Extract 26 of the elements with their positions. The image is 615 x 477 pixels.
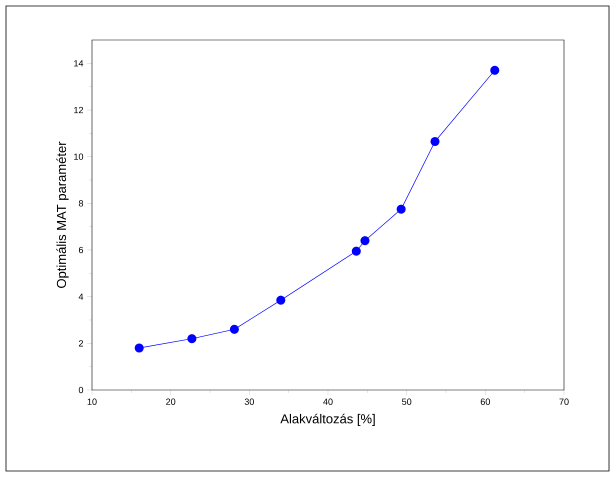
y-tick-label: 10	[74, 153, 84, 160]
y-tick-label: 4	[78, 294, 84, 300]
point	[276, 296, 286, 305]
point	[396, 204, 406, 214]
x-tick-label: 50	[402, 398, 412, 405]
x-tick-label: 10	[88, 398, 97, 405]
point	[430, 136, 440, 146]
y-tick-label: 6	[78, 246, 84, 254]
x-tick-label: 40	[323, 398, 333, 405]
y-tick-label: 8	[78, 200, 84, 207]
point	[352, 246, 361, 256]
point	[490, 66, 500, 75]
point	[134, 343, 144, 353]
point	[187, 334, 196, 344]
x-tick-label: 30	[244, 398, 254, 405]
x-axis-title: Alakváltozás [%]	[280, 414, 375, 426]
x-tick-label: 20	[166, 398, 176, 405]
x-tick-label: 70	[559, 398, 569, 405]
y-axis-title: Optimális MAT paraméter	[56, 142, 69, 288]
x-tick-label: 60	[480, 398, 490, 405]
y-tick-label: 2	[78, 340, 84, 346]
point	[360, 236, 370, 246]
y-tick-label: 12	[74, 106, 84, 114]
y-tick-label: 14	[74, 60, 84, 66]
y-tick-label: 0	[78, 386, 84, 394]
point	[230, 324, 239, 334]
